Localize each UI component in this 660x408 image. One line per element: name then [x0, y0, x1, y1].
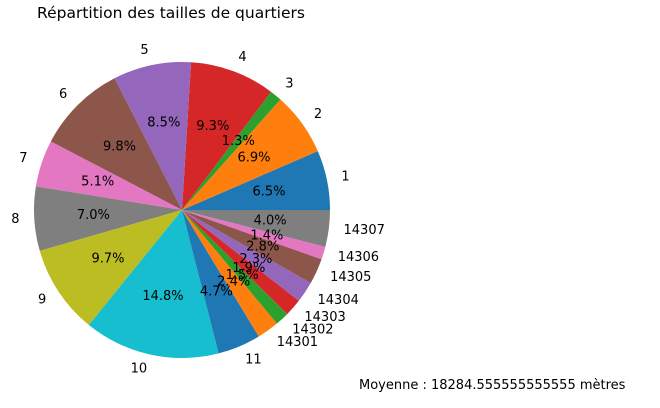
pie-slice-3	[182, 91, 281, 210]
pie-slice-14301	[182, 210, 277, 337]
pie-slice-14305	[182, 210, 322, 283]
slice-label-6: 6	[59, 87, 67, 102]
slice-percent-9: 9.7%	[91, 252, 124, 267]
pie-slice-8	[34, 186, 182, 251]
slice-label-1: 1	[341, 170, 349, 185]
pie-slice-7	[35, 141, 183, 210]
pie-slices	[34, 62, 330, 359]
slice-percent-10: 14.8%	[142, 289, 183, 304]
pie-labels: 6.5% 1 6.9% 2 1.3% 3 9.3% 4 8.5% 5 9.8% 6 5.1% 7 7.0% 8…	[11, 43, 385, 376]
slice-percent-14307: 4.0%	[254, 214, 287, 229]
slice-percent-14301: 2.4%	[217, 275, 250, 290]
pie-slice-14304	[182, 210, 311, 301]
slice-percent-3: 1.3%	[222, 134, 255, 149]
slice-percent-14305: 2.8%	[246, 239, 279, 254]
pie-slice-4	[182, 62, 272, 210]
slice-percent-14303: 1.9%	[232, 261, 265, 276]
slice-percent-5: 8.5%	[147, 116, 180, 131]
chart-title: Répartition des tailles de quartiers	[37, 4, 305, 22]
slice-percent-6: 9.8%	[103, 140, 136, 155]
pie-slice-9	[39, 210, 183, 325]
pie-slice-1	[182, 151, 330, 210]
pie-slice-10	[88, 210, 219, 359]
slice-label-14301: 14301	[277, 335, 318, 350]
slice-label-9: 9	[38, 292, 46, 307]
slice-percent-14302: 1.5%	[226, 268, 259, 283]
slice-label-8: 8	[11, 212, 19, 227]
slice-label-4: 4	[238, 50, 246, 65]
pie-slice-6	[50, 78, 182, 211]
slice-percent-1: 6.5%	[252, 185, 285, 200]
slice-percent-4: 9.3%	[196, 119, 229, 134]
slice-label-3: 3	[285, 77, 293, 92]
slice-percent-7: 5.1%	[81, 175, 114, 190]
slice-label-10: 10	[131, 362, 148, 377]
average-note: Moyenne : 18284.555555555555 mètres	[359, 378, 626, 393]
slice-label-14305: 14305	[330, 270, 371, 285]
slice-label-14304: 14304	[318, 293, 359, 308]
pie-slice-11	[182, 210, 259, 354]
pie-slice-14306	[182, 210, 326, 260]
slice-percent-11: 4.7%	[200, 284, 233, 299]
slice-label-5: 5	[140, 43, 148, 58]
slice-label-14307: 14307	[344, 223, 385, 238]
slice-label-14302: 14302	[292, 322, 333, 337]
slice-label-14303: 14303	[304, 310, 345, 325]
slice-label-11: 11	[245, 353, 262, 368]
pie-slice-14303	[182, 210, 299, 315]
pie-slice-2	[182, 99, 318, 210]
slice-percent-8: 7.0%	[77, 208, 110, 223]
slice-label-2: 2	[314, 107, 322, 122]
slice-percent-2: 6.9%	[237, 151, 270, 166]
slice-label-7: 7	[19, 151, 27, 166]
slice-percent-14306: 1.4%	[250, 228, 283, 243]
pie-slice-5	[114, 62, 192, 210]
slice-percent-14304: 2.3%	[239, 252, 272, 267]
pie-slice-14307	[182, 210, 330, 247]
pie-slice-14302	[182, 210, 288, 324]
slice-label-14306: 14306	[338, 250, 379, 265]
